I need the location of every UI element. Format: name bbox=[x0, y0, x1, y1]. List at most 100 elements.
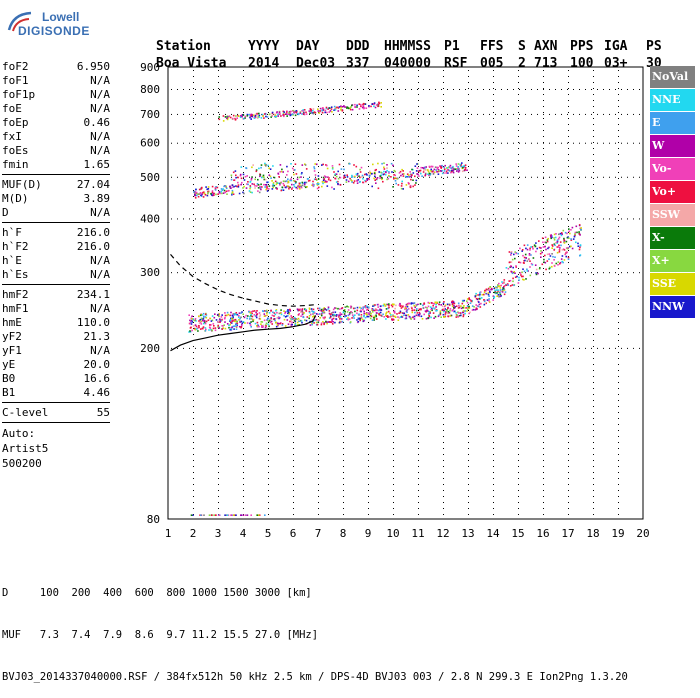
grid-dot bbox=[543, 244, 544, 245]
grid-dot bbox=[243, 316, 244, 317]
grid-dot bbox=[618, 364, 619, 365]
echo-point bbox=[273, 113, 276, 116]
grid-dot bbox=[543, 113, 544, 115]
echo-point bbox=[287, 312, 289, 314]
echo-point bbox=[302, 110, 305, 112]
header-row1-cell: PS bbox=[646, 39, 662, 54]
echo-point bbox=[373, 103, 375, 106]
echo-point bbox=[290, 163, 292, 165]
grid-dot bbox=[193, 388, 194, 389]
grid-dot bbox=[468, 382, 469, 383]
echo-point bbox=[390, 304, 393, 306]
echo-point bbox=[371, 309, 373, 311]
grid-dot bbox=[368, 328, 369, 329]
echo-point bbox=[521, 249, 524, 251]
echo-point bbox=[420, 315, 423, 318]
grid-dot bbox=[518, 112, 519, 113]
grid-dot bbox=[468, 424, 469, 425]
grid-dot bbox=[345, 113, 346, 115]
echo-point bbox=[380, 171, 382, 174]
echo-point bbox=[265, 322, 268, 325]
grid-dot bbox=[291, 272, 292, 274]
grid-dot bbox=[568, 376, 569, 377]
grid-dot bbox=[639, 176, 640, 178]
grid-dot bbox=[468, 364, 469, 365]
echo-point bbox=[531, 246, 534, 248]
grid-dot bbox=[249, 176, 250, 178]
echo-point bbox=[340, 321, 343, 323]
grid-dot bbox=[633, 218, 634, 220]
grid-dot bbox=[218, 274, 219, 275]
grid-dot bbox=[368, 100, 369, 101]
echo-point bbox=[305, 181, 308, 184]
echo-point bbox=[511, 284, 514, 286]
echo-point bbox=[329, 110, 332, 112]
grid-dot bbox=[368, 352, 369, 353]
echo-point bbox=[503, 282, 505, 284]
grid-dot bbox=[318, 196, 319, 197]
echo-point bbox=[266, 309, 268, 312]
grid-dot bbox=[193, 70, 194, 71]
echo-point bbox=[473, 306, 475, 308]
grid-dot bbox=[393, 268, 394, 269]
grid-dot bbox=[268, 292, 269, 293]
echo-point bbox=[286, 110, 288, 112]
echo-point bbox=[416, 167, 419, 169]
grid-dot bbox=[368, 484, 369, 485]
grid-dot bbox=[193, 466, 194, 467]
grid-dot bbox=[593, 352, 594, 353]
param-value: N/A bbox=[90, 130, 110, 143]
grid-dot bbox=[368, 94, 369, 95]
echo-point bbox=[459, 312, 462, 314]
param-value: N/A bbox=[90, 206, 110, 219]
grid-dot bbox=[568, 424, 569, 425]
grid-dot bbox=[518, 346, 519, 347]
grid-dot bbox=[343, 442, 344, 443]
param-row-foep: foEp 0.46 bbox=[2, 116, 110, 130]
echo-point bbox=[315, 313, 318, 315]
header-row1-cell: FFS bbox=[480, 39, 504, 54]
grid-dot bbox=[268, 130, 269, 131]
echo-point bbox=[328, 312, 331, 315]
echo-point bbox=[476, 305, 479, 307]
echo-point bbox=[201, 193, 203, 195]
echo-point bbox=[466, 310, 468, 312]
grid-dot bbox=[518, 142, 519, 143]
echo-point bbox=[217, 324, 219, 327]
echo-point bbox=[556, 239, 559, 241]
grid-dot bbox=[381, 88, 382, 90]
grid-dot bbox=[418, 514, 419, 515]
grid-dot bbox=[603, 218, 604, 220]
echo-point bbox=[251, 315, 254, 318]
grid-dot bbox=[418, 262, 419, 263]
grid-dot bbox=[315, 272, 316, 274]
grid-dot bbox=[343, 196, 344, 197]
echo-point bbox=[294, 163, 297, 165]
grid-dot bbox=[213, 347, 214, 349]
grid-dot bbox=[483, 218, 484, 220]
grid-dot bbox=[297, 347, 298, 349]
grid-dot bbox=[543, 232, 544, 233]
echo-point bbox=[222, 192, 225, 194]
grid-dot bbox=[537, 142, 538, 144]
grid-dot bbox=[493, 256, 494, 257]
grid-dot bbox=[293, 442, 294, 443]
grid-dot bbox=[303, 347, 304, 349]
echo-point bbox=[402, 188, 404, 190]
grid-dot bbox=[597, 113, 598, 115]
grid-dot bbox=[568, 472, 569, 473]
echo-point bbox=[318, 307, 321, 310]
echo-point bbox=[284, 311, 287, 313]
grid-dot bbox=[243, 76, 244, 77]
echo-point bbox=[385, 318, 387, 320]
echo-point bbox=[269, 175, 272, 178]
grid-dot bbox=[493, 484, 494, 485]
grid-dot bbox=[618, 106, 619, 107]
echo-point bbox=[306, 178, 309, 180]
grid-dot bbox=[243, 490, 244, 491]
echo-point bbox=[408, 302, 411, 305]
param-row-c-level: C-level 55 bbox=[2, 406, 110, 420]
echo-point bbox=[233, 314, 235, 316]
echo-point bbox=[413, 309, 416, 311]
echo-point bbox=[459, 164, 462, 167]
